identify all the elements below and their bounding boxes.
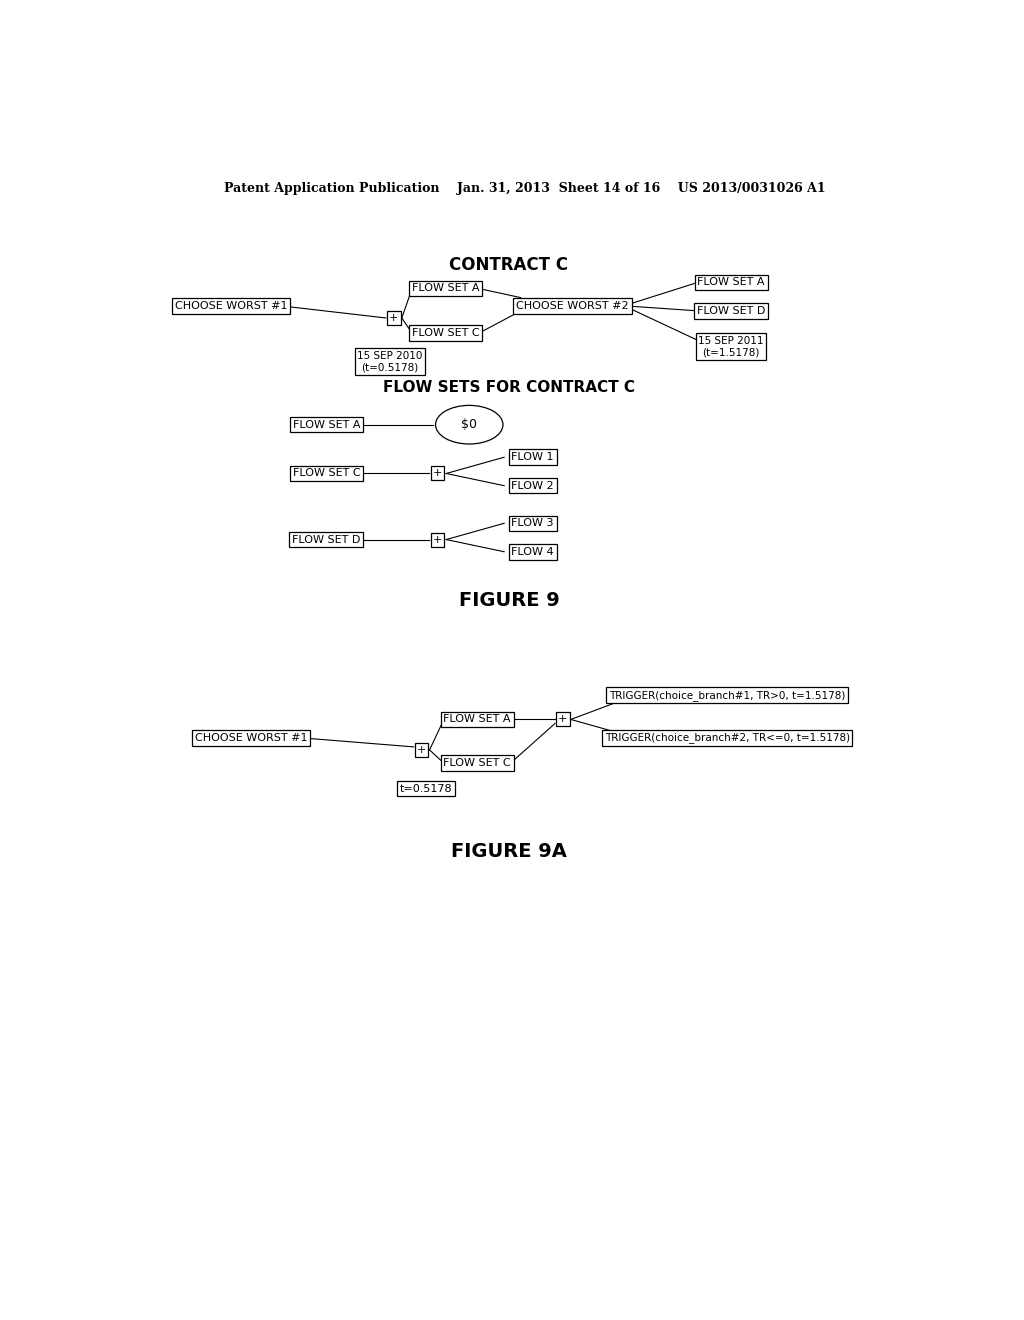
Text: +: + xyxy=(558,714,567,725)
Text: FLOW 2: FLOW 2 xyxy=(511,480,554,491)
Text: $0: $0 xyxy=(461,418,477,432)
Text: FLOW SET D: FLOW SET D xyxy=(292,535,360,545)
Text: TRIGGER(choice_branch#1, TR>0, t=1.5178): TRIGGER(choice_branch#1, TR>0, t=1.5178) xyxy=(609,689,846,701)
Text: t=0.5178: t=0.5178 xyxy=(399,784,452,793)
Text: +: + xyxy=(389,313,398,323)
Text: TRIGGER(choice_branch#2, TR<=0, t=1.5178): TRIGGER(choice_branch#2, TR<=0, t=1.5178… xyxy=(604,733,850,743)
Text: FLOW SETS FOR CONTRACT C: FLOW SETS FOR CONTRACT C xyxy=(383,380,635,395)
Ellipse shape xyxy=(435,405,503,444)
Text: CHOOSE WORST #1: CHOOSE WORST #1 xyxy=(195,733,307,743)
Text: 15 SEP 2011
(t=1.5178): 15 SEP 2011 (t=1.5178) xyxy=(698,335,764,358)
Text: FLOW SET C: FLOW SET C xyxy=(293,469,360,478)
Text: 15 SEP 2010
(t=0.5178): 15 SEP 2010 (t=0.5178) xyxy=(357,351,423,372)
Text: FLOW SET A: FLOW SET A xyxy=(293,420,360,430)
Text: FIGURE 9: FIGURE 9 xyxy=(459,591,559,610)
Text: FLOW SET C: FLOW SET C xyxy=(412,329,479,338)
Text: FLOW SET A: FLOW SET A xyxy=(697,277,765,288)
Text: FLOW SET A: FLOW SET A xyxy=(412,284,479,293)
Text: FLOW SET A: FLOW SET A xyxy=(443,714,511,725)
Text: FLOW SET C: FLOW SET C xyxy=(443,758,511,768)
Text: FIGURE 9A: FIGURE 9A xyxy=(451,842,567,861)
Text: FLOW 3: FLOW 3 xyxy=(511,519,554,528)
Text: FLOW SET D: FLOW SET D xyxy=(697,306,765,315)
Text: CHOOSE WORST #1: CHOOSE WORST #1 xyxy=(175,301,288,310)
Text: +: + xyxy=(417,744,426,755)
Text: FLOW 1: FLOW 1 xyxy=(511,453,554,462)
Text: Patent Application Publication    Jan. 31, 2013  Sheet 14 of 16    US 2013/00310: Patent Application Publication Jan. 31, … xyxy=(224,182,825,195)
Text: CONTRACT C: CONTRACT C xyxy=(450,256,568,275)
Text: FLOW 4: FLOW 4 xyxy=(511,546,554,557)
Text: CHOOSE WORST #2: CHOOSE WORST #2 xyxy=(516,301,629,310)
Text: +: + xyxy=(433,469,442,478)
Text: +: + xyxy=(433,535,442,545)
